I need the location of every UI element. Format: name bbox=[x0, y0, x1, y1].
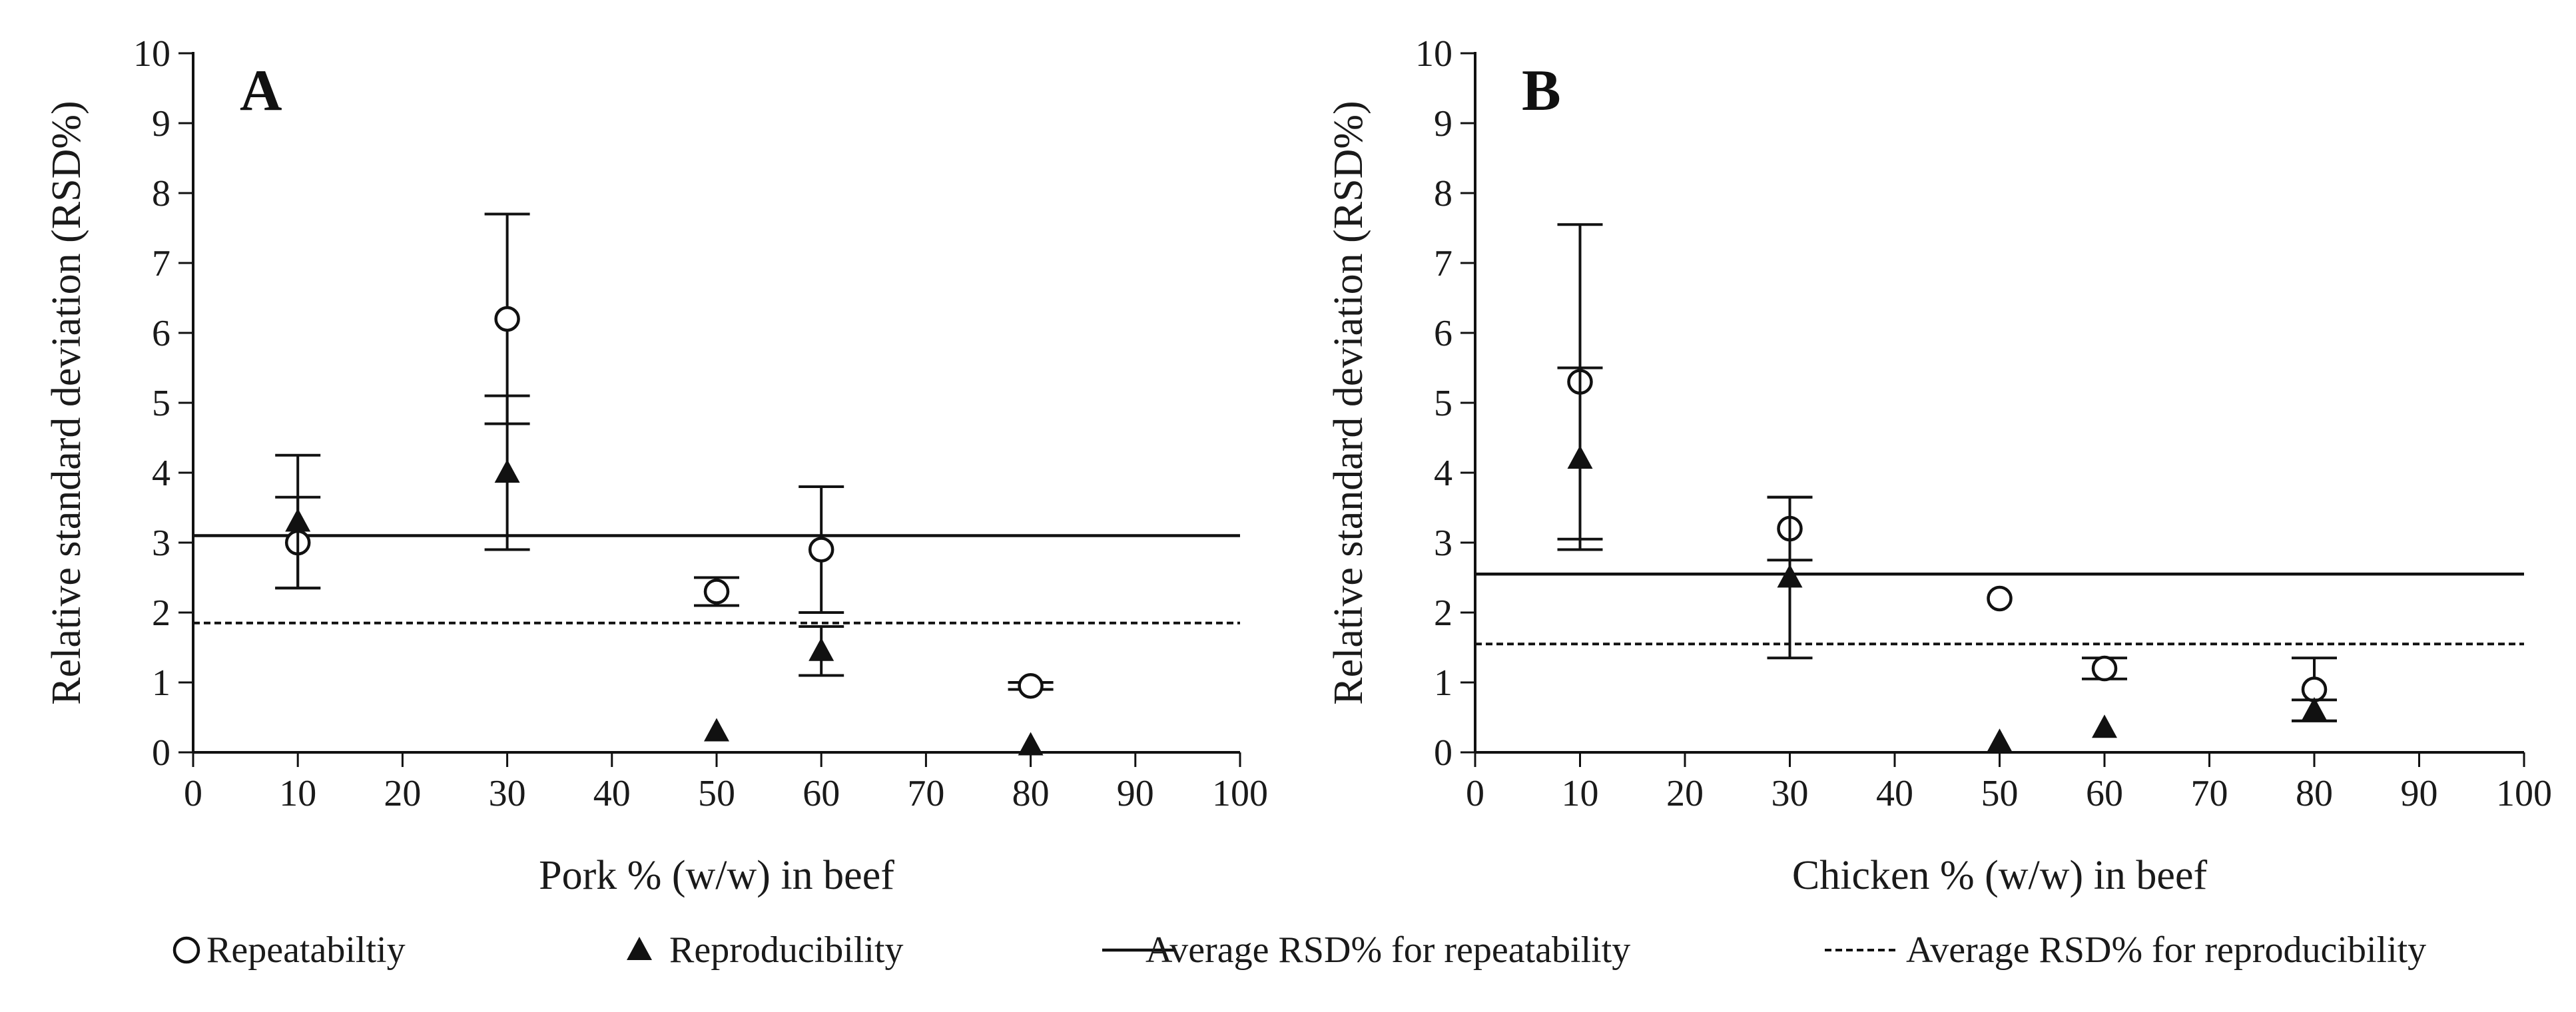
x-tick-label: 20 bbox=[1666, 773, 1704, 814]
x-tick-label: 10 bbox=[279, 773, 316, 814]
reproducibility-point bbox=[1018, 732, 1044, 756]
repeatability-point bbox=[703, 579, 730, 605]
reproducibility-point bbox=[494, 459, 520, 483]
reproducibility-point bbox=[1777, 564, 1803, 588]
legend-label: Average RSD% for repeatability bbox=[1145, 929, 1630, 971]
x-tick-label: 70 bbox=[2191, 773, 2228, 814]
y-tick-label: 3 bbox=[1434, 523, 1452, 564]
legend-circle-icon bbox=[172, 936, 200, 964]
panel-a: 0 10 20 30 40 50 60 70 80 90 100 0 1 2 3 4 5 6 7 8 9 10 Pork %… bbox=[44, 33, 1268, 898]
panel-label-a: A bbox=[240, 59, 282, 123]
x-tick-label: 40 bbox=[1876, 773, 1913, 814]
y-axis-title: Relative standard deviation (RSD%) bbox=[1326, 101, 1371, 704]
y-tick-label: 1 bbox=[152, 662, 170, 704]
legend-label: Reproducibility bbox=[669, 929, 904, 971]
y-axis-title: Relative standard deviation (RSD%) bbox=[44, 101, 89, 704]
x-tick-label: 10 bbox=[1562, 773, 1599, 814]
y-tick-label: 10 bbox=[1415, 33, 1452, 75]
legend: Repeatabiltiy Reproducibility Average RSD%… bbox=[172, 929, 2426, 971]
y-tick-label: 7 bbox=[1434, 243, 1452, 284]
x-tick-label: 0 bbox=[1466, 773, 1484, 814]
y-tick-label: 9 bbox=[1434, 103, 1452, 144]
y-tick-label: 0 bbox=[1434, 732, 1452, 774]
y-tick-label: 8 bbox=[1434, 173, 1452, 214]
y-tick-label: 9 bbox=[152, 103, 170, 144]
legend-triangle-icon bbox=[627, 937, 652, 960]
y-tick-label: 6 bbox=[1434, 313, 1452, 354]
panel-label-b: B bbox=[1522, 59, 1561, 123]
x-tick-label: 60 bbox=[2086, 773, 2123, 814]
panel-b: 0 10 20 30 40 50 60 70 80 90 100 0 1 2 3 4 5 6 7 8 9 10 Chicke… bbox=[1326, 33, 2552, 898]
y-tick-label: 6 bbox=[152, 313, 170, 354]
x-tick-label: 90 bbox=[2401, 773, 2438, 814]
repeatability-point bbox=[1987, 585, 2013, 612]
reproducibility-point bbox=[285, 508, 311, 532]
reproducibility-point bbox=[704, 718, 729, 742]
x-tick-label: 30 bbox=[1771, 773, 1809, 814]
x-axis-title: Pork % (w/w) in beef bbox=[539, 853, 894, 898]
y-tick-label: 4 bbox=[1434, 453, 1452, 494]
y-tick-label: 2 bbox=[1434, 593, 1452, 634]
legend-label: Repeatabiltiy bbox=[206, 929, 406, 971]
x-tick-label: 70 bbox=[907, 773, 944, 814]
x-tick-label: 50 bbox=[1981, 773, 2019, 814]
y-tick-label: 5 bbox=[152, 383, 170, 424]
x-tick-label: 80 bbox=[2296, 773, 2333, 814]
repeatability-point bbox=[1018, 673, 1044, 699]
reproducibility-point bbox=[2302, 697, 2327, 720]
x-tick-label: 60 bbox=[803, 773, 840, 814]
y-tick-label: 4 bbox=[152, 453, 170, 494]
y-tick-label: 8 bbox=[152, 173, 170, 214]
y-tick-label: 2 bbox=[152, 593, 170, 634]
x-tick-label: 50 bbox=[698, 773, 735, 814]
y-tick-label: 5 bbox=[1434, 383, 1452, 424]
x-tick-label: 40 bbox=[593, 773, 631, 814]
x-axis-title: Chicken % (w/w) in beef bbox=[1792, 853, 2208, 898]
x-tick-label: 30 bbox=[489, 773, 526, 814]
repeatability-point bbox=[494, 306, 520, 332]
reproducibility-point bbox=[2092, 714, 2117, 738]
x-tick-label: 100 bbox=[1212, 773, 1268, 814]
x-tick-label: 80 bbox=[1012, 773, 1050, 814]
x-tick-label: 20 bbox=[384, 773, 421, 814]
repeatability-point bbox=[808, 537, 834, 563]
x-tick-label: 0 bbox=[184, 773, 202, 814]
legend-label: Average RSD% for reproducibility bbox=[1906, 929, 2426, 971]
reproducibility-point bbox=[1567, 445, 1593, 469]
reproducibility-point bbox=[1987, 728, 2013, 752]
y-tick-label: 1 bbox=[1434, 662, 1452, 704]
reproducibility-point bbox=[808, 637, 834, 661]
x-tick-label: 90 bbox=[1117, 773, 1154, 814]
y-tick-label: 7 bbox=[152, 243, 170, 284]
y-tick-label: 10 bbox=[133, 33, 170, 75]
x-tick-label: 100 bbox=[2496, 773, 2552, 814]
y-tick-label: 0 bbox=[152, 732, 170, 774]
repeatability-point bbox=[2091, 655, 2118, 682]
y-tick-label: 3 bbox=[152, 523, 170, 564]
